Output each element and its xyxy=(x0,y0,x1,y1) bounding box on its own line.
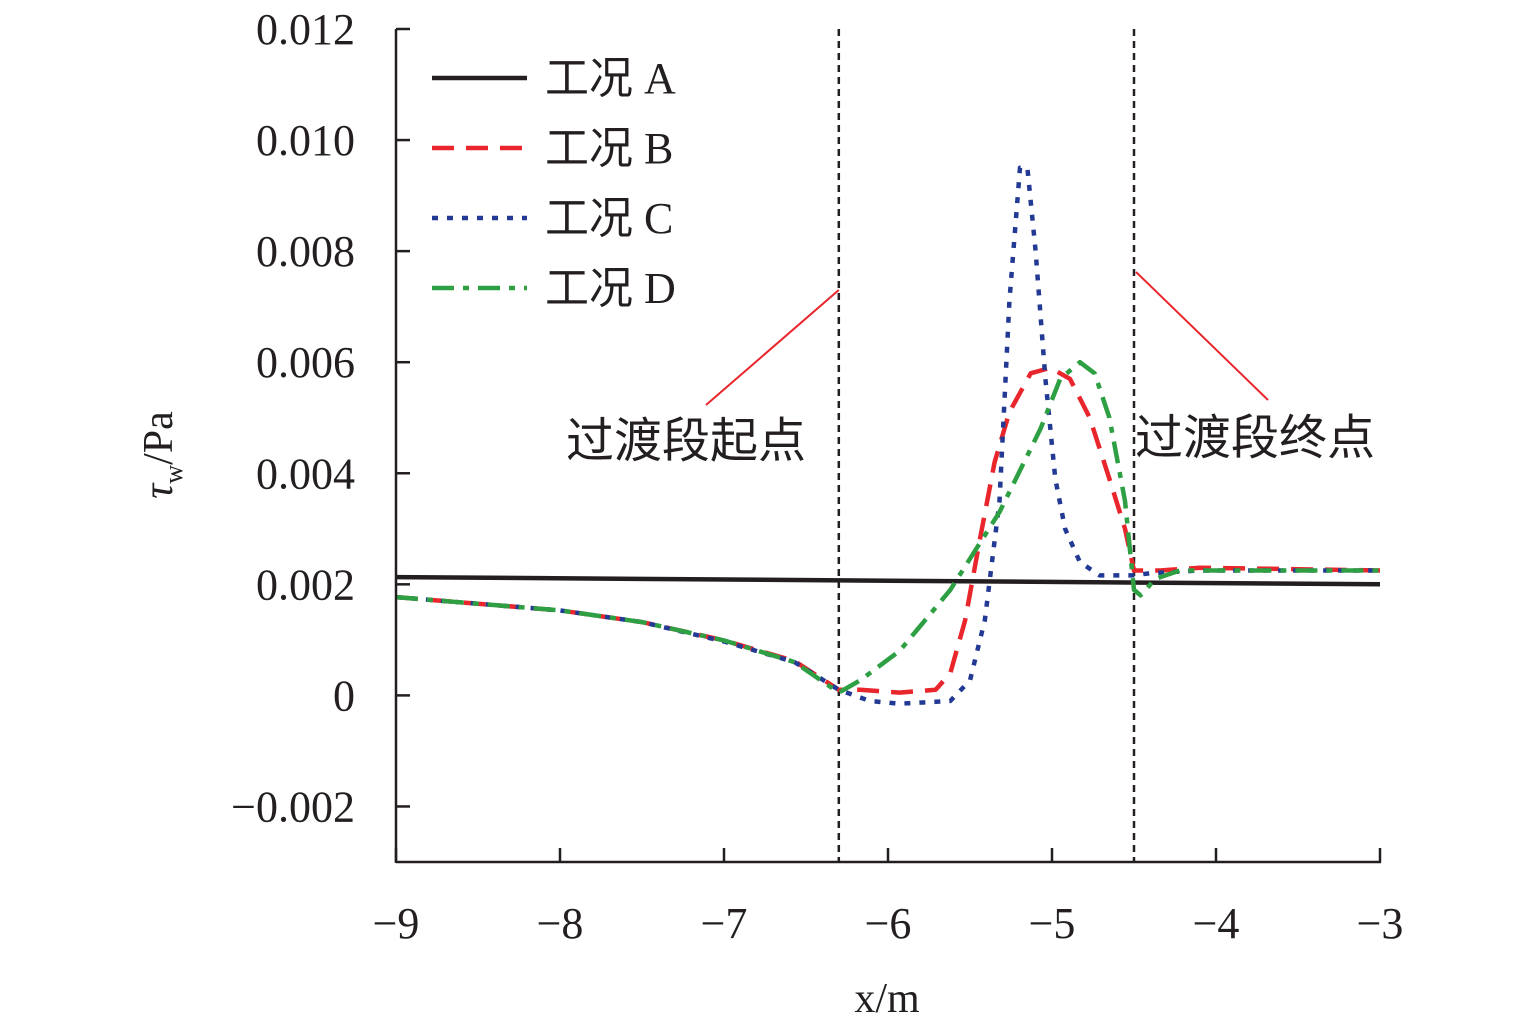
y-label-symbol: τ xyxy=(136,482,182,499)
y-tick-label: 0.012 xyxy=(256,5,355,54)
tick-labels: −9 −8 −7 −6 −5 −4 −3 −0.002 0 0.002 0.004 0.006 0.00… xyxy=(231,5,1403,948)
series-line-d xyxy=(395,359,1380,695)
x-tick-label: −7 xyxy=(701,899,748,948)
y-tick-label: −0.002 xyxy=(231,782,355,831)
y-tick-label: 0 xyxy=(333,671,355,720)
legend-label: 工况 B xyxy=(545,124,673,173)
y-tick-label: 0.004 xyxy=(256,449,355,498)
legend-label: 工况 A xyxy=(545,54,676,103)
transition-markers xyxy=(837,29,1136,862)
legend-label: 工况 C xyxy=(545,194,673,243)
legend: 工况 A 工况 B 工况 C 工况 D xyxy=(432,54,676,313)
series-group xyxy=(395,165,1381,706)
x-tick-label: −9 xyxy=(373,899,420,948)
series-line-c xyxy=(395,165,1380,706)
annotation-end-label: 过渡段终点 xyxy=(1135,412,1375,465)
legend-label: 工况 D xyxy=(545,264,676,313)
y-label-subscript: w xyxy=(159,465,188,484)
x-tick-label: −6 xyxy=(865,899,912,948)
y-tick-label: 0.006 xyxy=(256,338,355,387)
x-tick-label: −5 xyxy=(1029,899,1076,948)
y-axis-label: τw/Pa xyxy=(136,411,188,499)
annotation-start-label: 过渡段起点 xyxy=(566,415,806,468)
x-tick-label: −3 xyxy=(1357,899,1404,948)
y-tick-label: 0.008 xyxy=(256,227,355,276)
annotation-leader-start xyxy=(705,289,840,406)
x-tick-label: −8 xyxy=(537,899,584,948)
annotations: 过渡段起点 过渡段终点 xyxy=(566,271,1375,468)
y-tick-label: 0.002 xyxy=(256,560,355,609)
series-line-a xyxy=(395,574,1381,587)
axes xyxy=(394,27,1382,864)
y-label-unit: /Pa xyxy=(136,411,182,465)
x-tick-label: −4 xyxy=(1193,899,1240,948)
y-tick-label: 0.010 xyxy=(256,116,355,165)
annotation-leader-end xyxy=(1135,271,1269,401)
x-axis-label: x/m xyxy=(854,976,920,1022)
